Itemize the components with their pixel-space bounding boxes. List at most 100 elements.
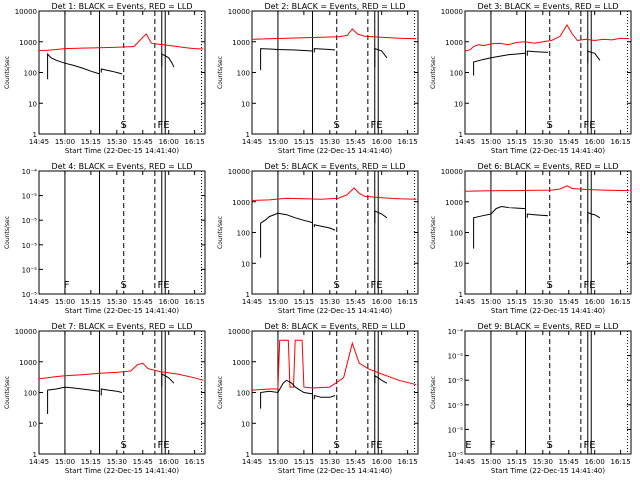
event-marker-label: S	[121, 280, 127, 291]
event-marker-label: FE	[583, 440, 595, 451]
panel-title: Det 1: BLACK = Events, RED = LLD	[52, 2, 193, 11]
x-tick-label: 15:45	[133, 298, 153, 306]
events-series-line	[100, 68, 123, 75]
y-tick-label: 10⁻⁵	[448, 451, 464, 459]
detector-panel-6: Det 6: BLACK = Events, RED = LLD 1 10 100 10…	[430, 162, 632, 315]
lld-series-line	[38, 362, 204, 381]
y-tick-label: 10	[454, 260, 463, 268]
x-tick-label: 15:15	[507, 458, 527, 466]
events-series-line	[313, 224, 336, 231]
y-tick-label: 100	[237, 70, 250, 78]
y-tick-label: 1	[246, 451, 250, 459]
panel-title: Det 9: BLACK = Events, RED = LLD	[478, 322, 619, 331]
x-tick-label: 16:00	[372, 458, 392, 466]
events-series-line	[587, 50, 601, 64]
x-axis-label: Start Time (22-Dec-15 14:41:40)	[278, 467, 392, 475]
x-tick-label: 16:00	[585, 138, 605, 146]
event-marker-label: S	[547, 280, 553, 291]
x-tick-label: 15:00	[481, 138, 501, 146]
y-tick-label: 1	[459, 291, 463, 299]
y-tick-label: 10	[28, 420, 37, 428]
x-tick-label: 16:15	[185, 298, 205, 306]
x-tick-label: 16:15	[185, 458, 205, 466]
x-tick-label: 15:30	[320, 138, 340, 146]
y-tick-label: 10	[28, 100, 37, 108]
events-series-line	[526, 213, 549, 218]
detector-panel-3: Det 3: BLACK = Events, RED = LLD 1 10 100 10…	[430, 2, 632, 155]
y-tick-label: 10⁻⁵	[22, 193, 38, 201]
x-tick-label: 16:15	[185, 138, 205, 146]
x-tick-label: 14:45	[455, 298, 475, 306]
events-series-line	[313, 394, 336, 400]
x-axis-label: Start Time (22-Dec-15 14:41:40)	[65, 307, 179, 315]
y-tick-label: 1	[33, 451, 37, 459]
x-tick-label: 16:00	[159, 138, 179, 146]
x-tick-label: 15:45	[346, 138, 366, 146]
event-marker-label: FE	[583, 280, 595, 291]
lld-series-line	[38, 33, 204, 51]
y-tick-label: 10	[241, 260, 250, 268]
plot-frame	[464, 330, 632, 455]
x-axis-label: Start Time (22-Dec-15 14:41:40)	[278, 307, 392, 315]
x-tick-label: 15:15	[294, 298, 314, 306]
events-series-line	[473, 52, 526, 76]
events-series-line	[47, 386, 100, 414]
y-tick-label: 10⁻⁵	[448, 377, 464, 385]
x-tick-label: 16:15	[398, 458, 418, 466]
x-tick-label: 15:45	[133, 458, 153, 466]
y-axis-label: Counts/sec	[430, 216, 437, 249]
y-tick-label: 1	[459, 131, 463, 139]
event-marker-label: F	[64, 280, 70, 291]
events-series-line	[587, 211, 601, 224]
y-tick-label: 10000	[441, 8, 463, 16]
events-series-line	[526, 50, 549, 56]
y-tick-label: 100	[237, 230, 250, 238]
event-marker-label: FE	[157, 440, 169, 451]
x-tick-label: 15:00	[268, 298, 288, 306]
y-axis-label: Counts/sec	[430, 56, 437, 89]
events-series-line	[313, 48, 336, 53]
x-tick-label: 16:15	[611, 138, 631, 146]
x-tick-label: 15:00	[481, 458, 501, 466]
event-marker-label: S	[547, 120, 553, 131]
plot-frame	[251, 10, 419, 135]
x-tick-label: 16:15	[611, 458, 631, 466]
y-tick-label: 1000	[232, 39, 250, 47]
x-tick-label: 15:15	[294, 458, 314, 466]
x-tick-label: 16:15	[398, 138, 418, 146]
y-tick-label: 1000	[232, 199, 250, 207]
event-marker-label: S	[121, 440, 127, 451]
x-tick-label: 14:45	[29, 458, 49, 466]
event-marker-label: S	[334, 280, 340, 291]
plot-frame	[464, 170, 632, 295]
lld-series-line	[251, 28, 417, 40]
event-marker-label: S	[121, 120, 127, 131]
y-tick-label: 10	[241, 420, 250, 428]
y-axis-label: Counts/sec	[4, 376, 11, 409]
x-tick-label: 15:15	[81, 298, 101, 306]
x-tick-label: 15:15	[507, 298, 527, 306]
y-tick-label: 10000	[15, 8, 37, 16]
x-tick-label: 14:45	[29, 138, 49, 146]
detector-panel-4: Det 4: BLACK = Events, RED = LLD 10⁻⁵ 10⁻⁵…	[4, 162, 206, 315]
plot-frame	[251, 170, 419, 295]
events-series-line	[374, 374, 388, 384]
y-tick-label: 10⁻⁵	[22, 242, 38, 250]
x-tick-label: 15:30	[320, 298, 340, 306]
x-tick-label: 14:45	[29, 298, 49, 306]
y-tick-label: 1	[246, 131, 250, 139]
y-tick-label: 1000	[445, 39, 463, 47]
y-tick-label: 1000	[232, 359, 250, 367]
events-series-line	[260, 379, 313, 409]
x-tick-label: 15:30	[320, 458, 340, 466]
x-tick-label: 14:45	[455, 138, 475, 146]
event-marker-label: S	[334, 120, 340, 131]
lld-series-line	[251, 187, 417, 201]
panel-title: Det 7: BLACK = Events, RED = LLD	[52, 322, 193, 331]
y-tick-label: 100	[24, 70, 37, 78]
y-tick-label: 1000	[19, 359, 37, 367]
y-tick-label: 10	[241, 100, 250, 108]
event-marker-label: FE	[370, 440, 382, 451]
x-tick-label: 15:00	[268, 138, 288, 146]
